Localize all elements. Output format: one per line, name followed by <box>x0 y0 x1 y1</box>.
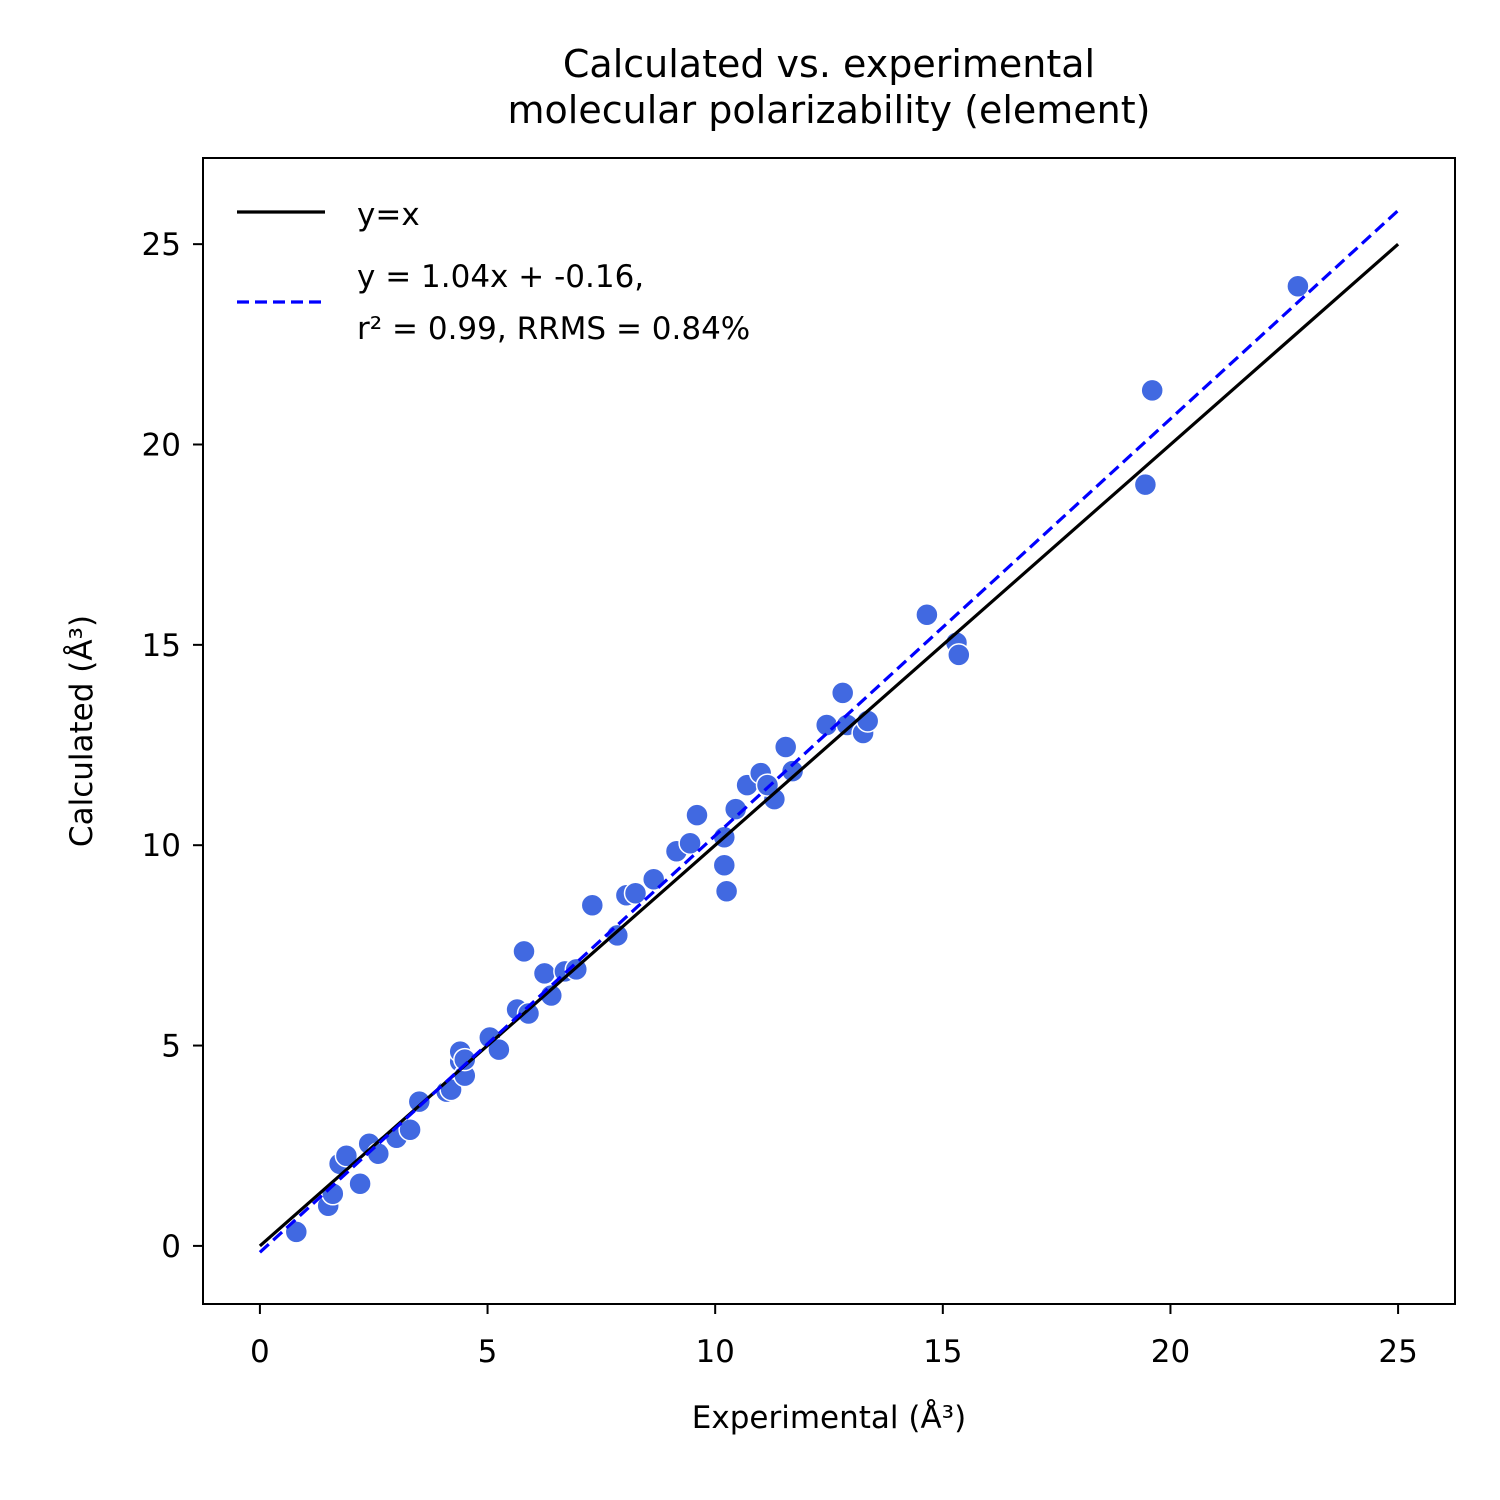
y-tick-label: 5 <box>161 1029 181 1065</box>
data-point <box>714 879 739 904</box>
chart-title-line: molecular polarizability (element) <box>508 88 1151 132</box>
y-axis-label: Calculated (Å³) <box>64 615 100 847</box>
data-point <box>580 893 605 918</box>
data-point <box>398 1117 422 1142</box>
data-point <box>712 853 737 877</box>
data-point <box>366 1141 391 1166</box>
y-tick-label: 0 <box>161 1229 181 1265</box>
data-point <box>605 923 630 948</box>
x-tick-label: 15 <box>923 1334 962 1370</box>
data-point <box>487 1037 511 1062</box>
legend-label: r² = 0.99, RRMS = 0.84% <box>357 311 750 347</box>
data-point <box>407 1089 432 1114</box>
data-point <box>723 797 748 821</box>
y-axis: 0 5 10 15 20 25 <box>142 227 203 1265</box>
y-tick-label: 20 <box>142 428 181 464</box>
legend-label: y=x <box>357 197 420 233</box>
identity-line <box>258 242 1400 1248</box>
data-point <box>532 961 557 986</box>
x-axis: 0 5 10 15 20 25 <box>250 1304 1418 1370</box>
data-point <box>348 1172 372 1196</box>
data-point <box>830 681 855 705</box>
data-point <box>453 1047 477 1072</box>
data-point <box>284 1220 309 1244</box>
legend-label: y = 1.04x + -0.16, <box>357 259 644 295</box>
y-tick-label: 10 <box>142 828 181 864</box>
x-tick-label: 20 <box>1151 1334 1190 1370</box>
x-tick-label: 10 <box>695 1334 734 1370</box>
data-point <box>915 603 939 627</box>
data-point <box>947 643 971 667</box>
x-tick-label: 5 <box>478 1334 498 1370</box>
y-tick-label: 25 <box>142 227 181 263</box>
x-tick-label: 25 <box>1378 1334 1417 1370</box>
data-point <box>773 735 798 759</box>
fit-line <box>258 209 1400 1254</box>
x-axis-label: Experimental (Å³) <box>692 1400 966 1436</box>
legend: y=x y = 1.04x + -0.16, r² = 0.99, RRMS = 0… <box>237 197 750 347</box>
y-tick-label: 15 <box>142 628 181 664</box>
data-point <box>855 709 880 733</box>
data-point <box>755 773 780 797</box>
data-point <box>1133 472 1158 497</box>
data-point <box>623 881 648 906</box>
data-point <box>780 759 805 783</box>
data-point <box>685 803 709 827</box>
data-point <box>1286 274 1310 298</box>
data-point <box>516 1001 541 1026</box>
data-point <box>1140 378 1164 403</box>
data-point <box>641 867 666 892</box>
x-tick-label: 0 <box>250 1334 270 1370</box>
chart-title-line: Calculated vs. experimental <box>563 42 1095 86</box>
data-point <box>678 831 702 855</box>
plot-area <box>258 209 1400 1254</box>
plot-frame <box>202 157 1456 1305</box>
data-point <box>512 939 536 964</box>
data-point <box>334 1143 359 1168</box>
